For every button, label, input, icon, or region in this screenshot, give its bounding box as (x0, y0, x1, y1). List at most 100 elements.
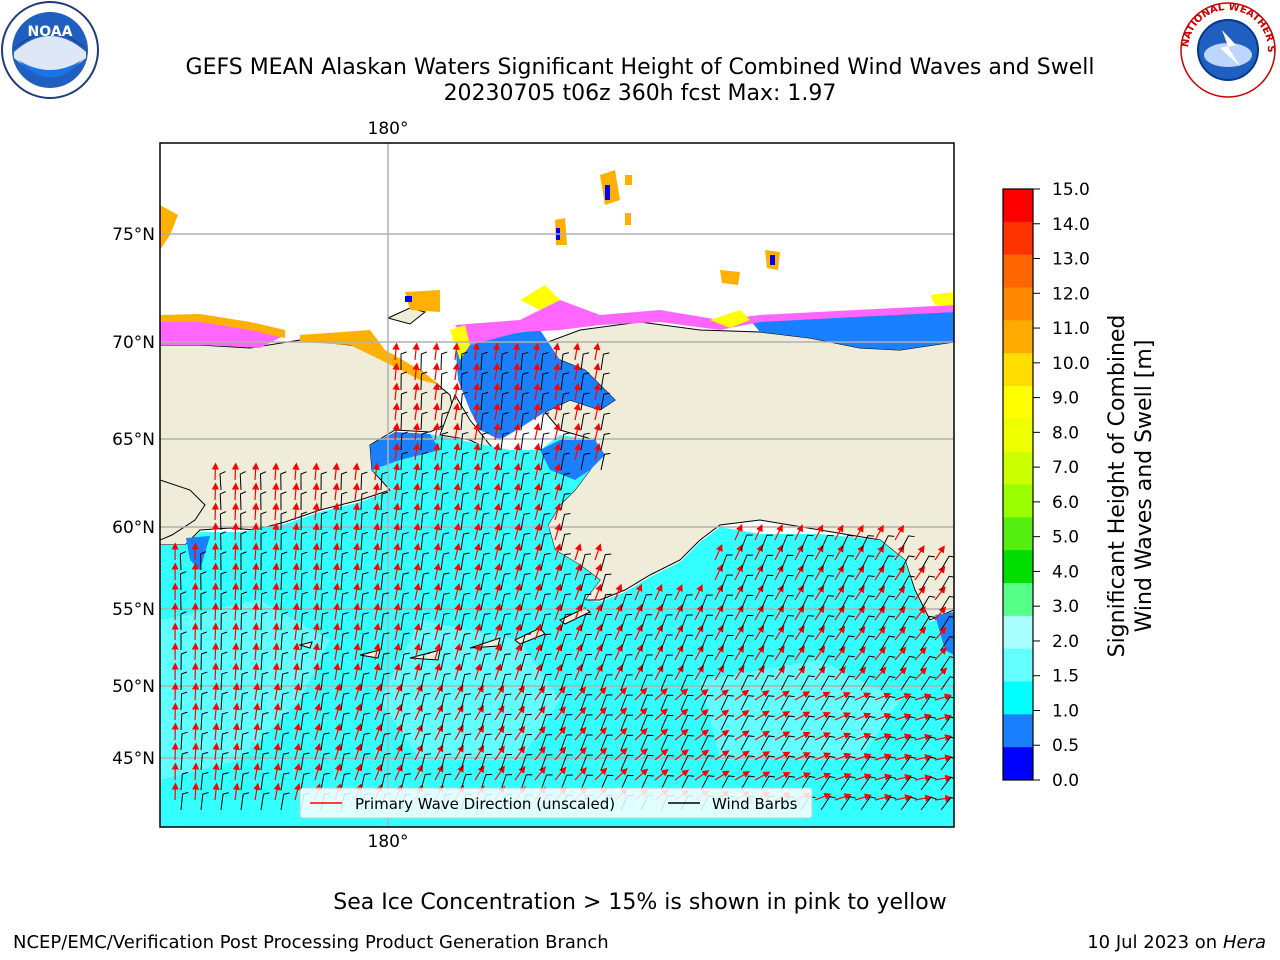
wind-barb (420, 391, 428, 411)
wave-arrow (674, 604, 683, 621)
wind-barb (440, 773, 452, 791)
wind-barb (320, 571, 329, 591)
wave-arrow (433, 502, 441, 521)
wind-barb (220, 531, 227, 551)
chart-subtitle: 20230705 t06z 360h fcst Max: 1.97 (443, 81, 837, 106)
wind-barb (240, 591, 248, 611)
wave-arrow (394, 683, 403, 701)
wind-barb (940, 716, 954, 731)
wave-arrow (433, 482, 441, 501)
wave-arrow (934, 794, 953, 803)
wave-arrow (534, 563, 542, 581)
wave-arrow (634, 728, 648, 741)
wind-barb (380, 471, 388, 491)
wind-barb (420, 612, 430, 631)
wind-barb (340, 612, 349, 631)
wind-barb (880, 575, 895, 591)
wave-arrow (614, 707, 628, 721)
wave-arrow (894, 565, 905, 581)
wind-barb (220, 631, 228, 651)
wind-barb (360, 531, 369, 551)
wind-barb (300, 491, 307, 511)
wind-barb (420, 652, 431, 671)
wave-arrow (372, 502, 381, 521)
wind-barb (740, 715, 755, 731)
wave-arrow (412, 342, 420, 361)
wave-arrow (352, 502, 360, 521)
wave-arrow (554, 583, 562, 601)
wind-barb (240, 671, 249, 691)
wind-barb (380, 712, 391, 731)
wave-arrow (934, 713, 953, 721)
wave-arrow (934, 586, 946, 601)
wind-barb (220, 571, 227, 591)
wind-barb (280, 571, 288, 591)
wave-arrow (574, 643, 583, 661)
wind-barb (580, 714, 593, 731)
wind-barb (440, 612, 450, 631)
wind-barb (760, 695, 775, 711)
wave-arrow (211, 482, 219, 501)
wave-arrow (554, 726, 567, 741)
wave-arrow (634, 768, 649, 781)
wind-barb (420, 753, 432, 771)
wind-barb (500, 633, 511, 651)
wind-barb (540, 372, 549, 391)
wind-barb (380, 491, 389, 511)
wind-barb (580, 774, 594, 791)
wave-arrow (634, 664, 643, 681)
wave-arrow (594, 727, 608, 741)
wave-arrow (332, 462, 340, 481)
wave-arrow (334, 723, 342, 741)
wave-arrow (934, 565, 946, 581)
wave-arrow (914, 565, 926, 581)
wave-arrow (412, 442, 421, 461)
wave-arrow (493, 502, 501, 521)
wave-arrow (232, 542, 240, 561)
wind-barb (260, 551, 268, 571)
wind-barb (240, 772, 250, 791)
wind-barb (860, 655, 876, 671)
wind-barb (640, 694, 654, 711)
wind-barb (920, 796, 937, 811)
wind-barb (420, 411, 428, 431)
wave-arrow (192, 762, 200, 781)
wave-arrow (232, 602, 240, 621)
footer-host: Hera (1222, 932, 1266, 953)
wave-arrow (594, 623, 603, 641)
wave-arrow (514, 623, 522, 641)
wind-barb (440, 512, 449, 531)
wave-arrow (414, 724, 423, 741)
wind-barb (520, 713, 532, 731)
wave-arrow (352, 542, 361, 561)
wave-arrow (573, 402, 581, 421)
wave-arrow (433, 602, 441, 621)
wind-barb (540, 633, 552, 651)
wind-barb (360, 712, 370, 731)
wind-barb (460, 733, 472, 751)
land-kamchatka (160, 479, 206, 541)
wave-arrow (472, 362, 480, 381)
wind-barb (259, 471, 267, 491)
footer-date: 10 Jul 2023 on Hera (1087, 932, 1266, 953)
wind-barb (400, 612, 410, 631)
wind-barb (840, 555, 855, 571)
wind-barb (460, 753, 472, 771)
wave-arrow (413, 522, 421, 541)
wave-arrow (894, 773, 913, 781)
wind-barb (820, 554, 834, 571)
wave-arrow (914, 754, 933, 762)
wave-arrow (794, 524, 803, 541)
wave-arrow (854, 524, 864, 541)
wind-barb (240, 792, 250, 811)
wave-arrow (734, 544, 743, 561)
wind-barb (600, 634, 613, 651)
wave-arrow (834, 692, 851, 701)
wind-barb (540, 734, 553, 751)
wave-arrow (513, 442, 521, 461)
wind-barb (179, 551, 186, 571)
wave-arrow (353, 622, 361, 641)
wind-barb (500, 713, 512, 731)
wind-barb (760, 755, 775, 771)
wave-arrow (554, 623, 563, 641)
